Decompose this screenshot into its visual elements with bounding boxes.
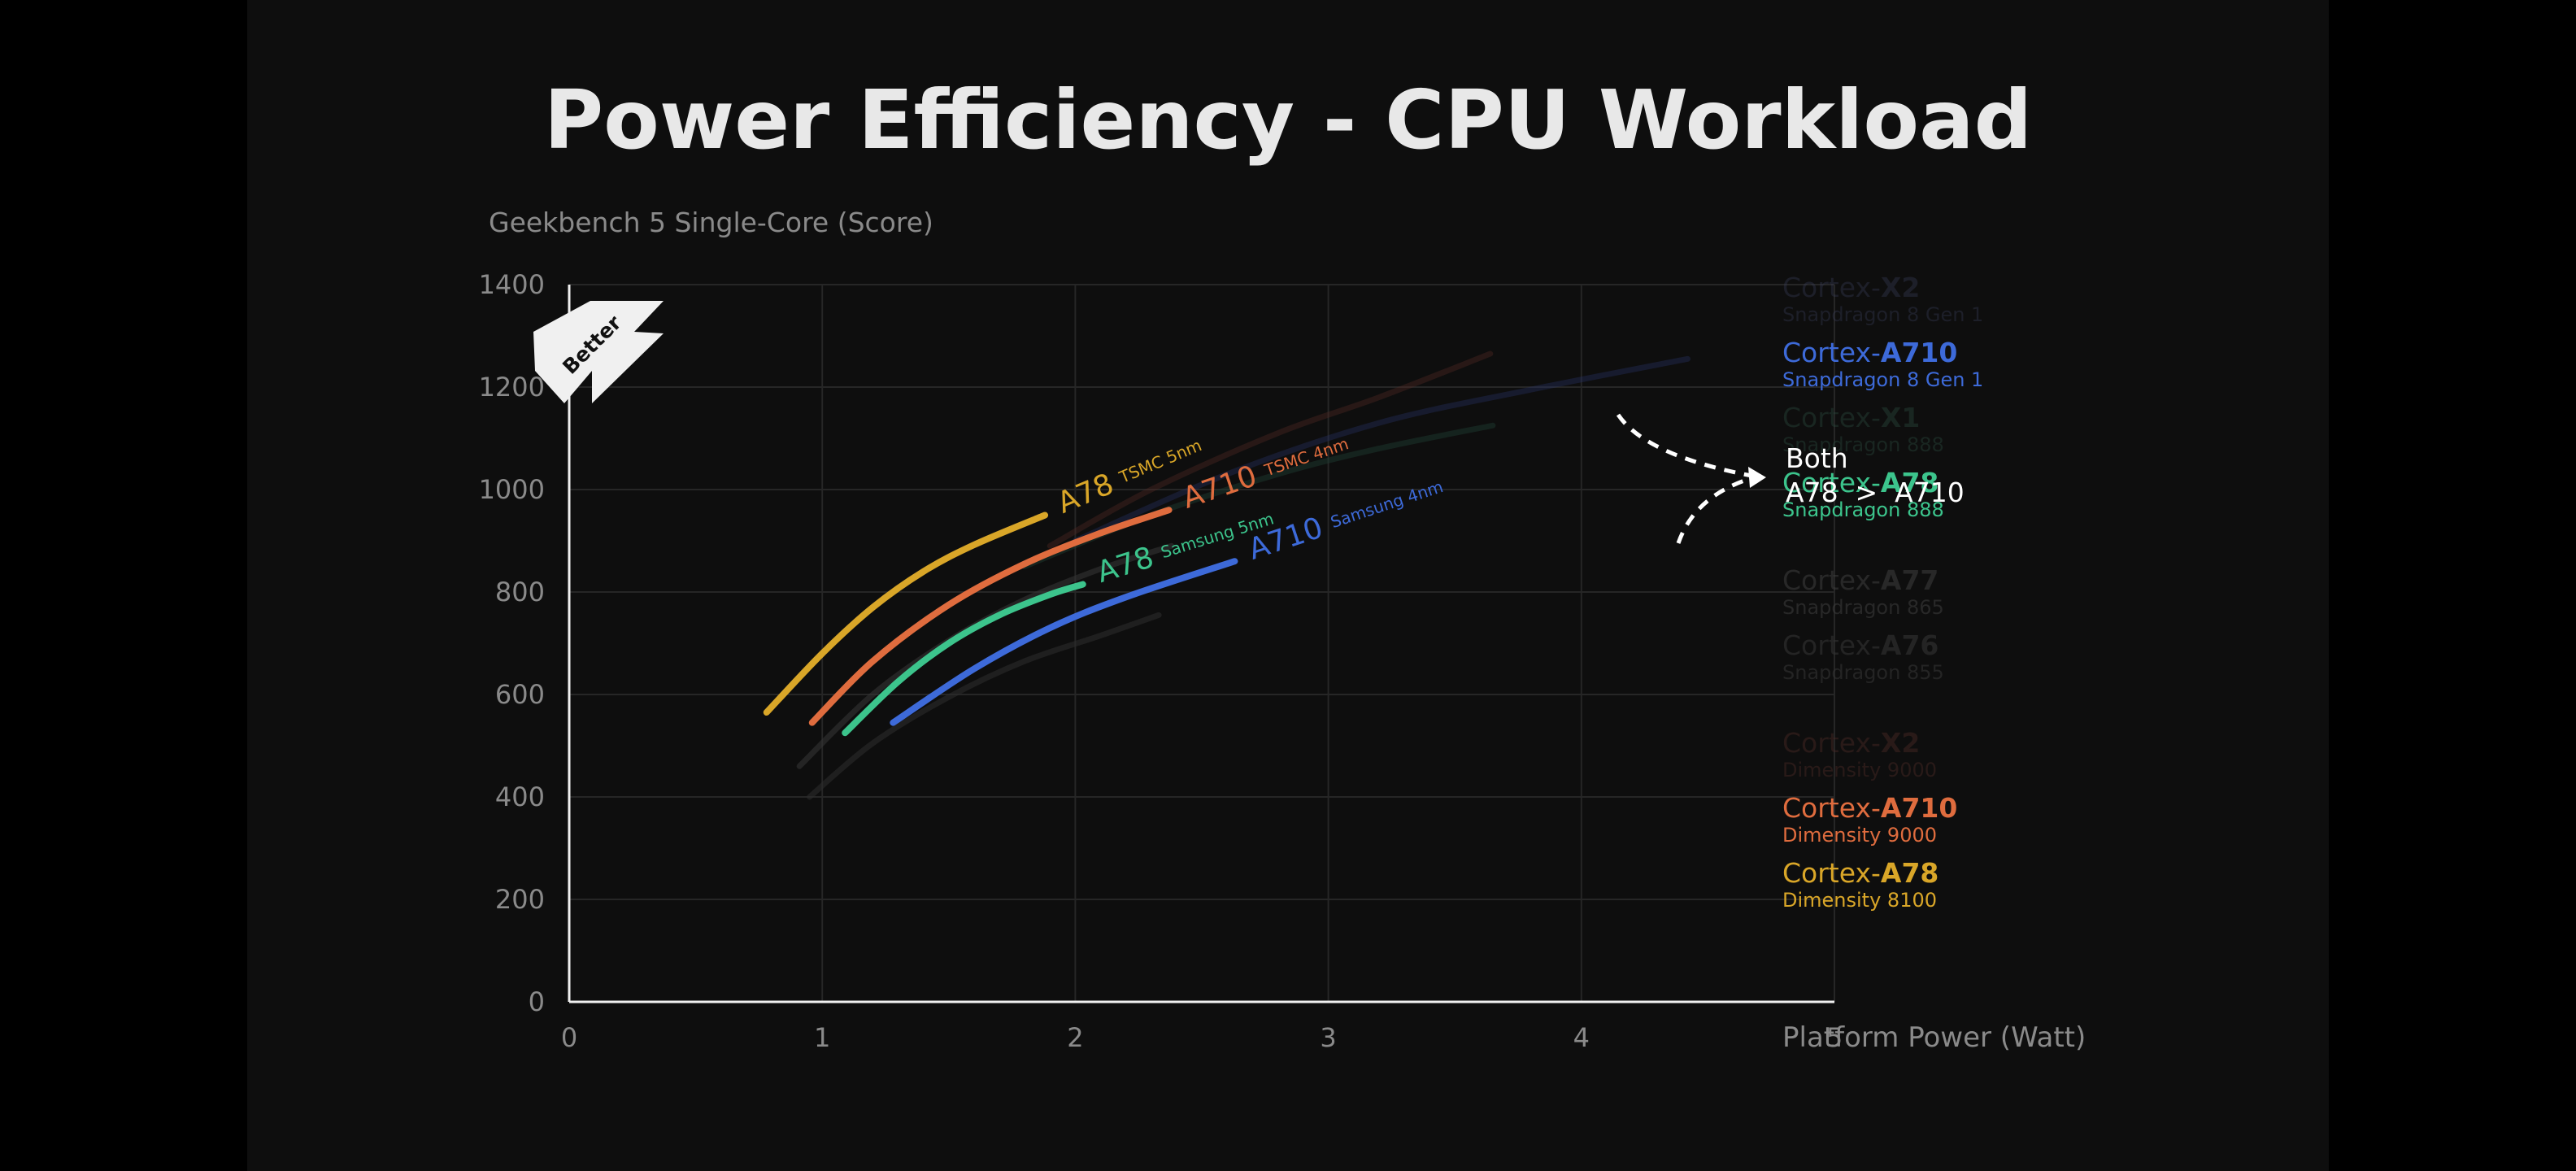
legend-item-name: Cortex-X2 (1782, 727, 1920, 759)
x-tick-label: 3 (1320, 1022, 1336, 1053)
better-badge-shape (533, 301, 664, 403)
y-tick-label: 400 (495, 781, 545, 812)
y-tick-label: 0 (529, 986, 545, 1017)
legend-item-name: Cortex-A76 (1782, 629, 1939, 661)
legend-item-soc: Snapdragon 855 (1782, 661, 1944, 684)
legend-item-name: Cortex-A77 (1782, 564, 1939, 596)
x-tick-label: 0 (561, 1022, 577, 1053)
legend-item-prefix: Cortex- (1782, 564, 1881, 596)
better-badge: Better (533, 301, 664, 403)
legend-item-core: A710 (1881, 792, 1957, 824)
series-lines (763, 350, 1690, 800)
legend-item-prefix: Cortex- (1782, 467, 1881, 498)
legend-item-soc: Dimensity 9000 (1782, 824, 1937, 847)
annotation-line1: Both (1786, 442, 1848, 474)
y-tick-label: 1200 (479, 372, 545, 403)
slide: 0 1 2 3 4 5 0 200 400 600 800 1000 1200 1400 A78 TSMC … (247, 0, 2329, 1171)
legend-item-prefix: Cortex- (1782, 337, 1881, 368)
series-line-a78 (763, 511, 1049, 716)
legend-item-soc: Snapdragon 888 (1782, 498, 1944, 521)
legend-item-soc: Snapdragon 8 Gen 1 (1782, 368, 1983, 391)
series-label-process: Samsung 4nm (1328, 477, 1445, 532)
legend-item-prefix: Cortex- (1782, 629, 1881, 661)
legend-item-core: A77 (1881, 564, 1939, 596)
series-label-name: A78 (1093, 541, 1157, 590)
legend-item-core: X2 (1881, 272, 1920, 303)
y-tick-label: 1000 (479, 474, 545, 505)
legend-item-core: A78 (1881, 467, 1939, 498)
legend-item-soc: Snapdragon 888 (1782, 433, 1944, 456)
x-tick-label: 1 (814, 1022, 830, 1053)
legend-item-name: Cortex-X1 (1782, 402, 1920, 433)
legend-item-prefix: Cortex- (1782, 272, 1881, 303)
legend-item-name: Cortex-A710 (1782, 337, 1957, 368)
y-axis-label: Geekbench 5 Single-Core (Score) (489, 207, 933, 238)
legend-item-core: X2 (1881, 727, 1920, 759)
annotation-arrow-lower (1676, 476, 1752, 544)
legend-item-core: A76 (1881, 629, 1939, 661)
grid (569, 284, 1835, 1002)
legend-item-soc: Snapdragon 8 Gen 1 (1782, 303, 1983, 326)
annotation-arrow-upper (1616, 413, 1752, 478)
x-tick-label: 2 (1067, 1022, 1083, 1053)
legend-item-name: Cortex-A78 (1782, 467, 1939, 498)
legend-item-soc: Dimensity 9000 (1782, 759, 1937, 781)
legend-item-core: A710 (1881, 337, 1957, 368)
annotation: Both (1616, 413, 1848, 544)
series-line-x2 (1072, 355, 1690, 544)
y-tick-label: 200 (495, 884, 545, 915)
series-line-a710 (890, 558, 1238, 726)
y-tick-label: 800 (495, 577, 545, 607)
legend-item-name: Cortex-X2 (1782, 272, 1920, 303)
legend-item-soc: Snapdragon 865 (1782, 596, 1944, 619)
chart-title: Power Efficiency - CPU Workload (544, 72, 2032, 168)
series-line-a76 (807, 612, 1162, 800)
legend-item-prefix: Cortex- (1782, 402, 1881, 433)
y-tick-label: 600 (495, 679, 545, 710)
legend-item-prefix: Cortex- (1782, 857, 1881, 889)
x-axis-label: Platform Power (Watt) (1782, 1021, 2086, 1054)
legend-item-core: X1 (1881, 402, 1920, 433)
legend-item-core: A78 (1881, 857, 1939, 889)
legend-item-name: Cortex-A710 (1782, 792, 1957, 824)
series-line-a710 (808, 507, 1173, 726)
legend-item-prefix: Cortex- (1782, 727, 1881, 759)
axes: 0 1 2 3 4 5 0 200 400 600 800 1000 1200 1400 (479, 269, 1843, 1053)
legend-item-prefix: Cortex- (1782, 792, 1881, 824)
annotation-line2: A78 > A710 (1786, 477, 1965, 508)
x-tick-label: 5 (1826, 1022, 1843, 1053)
legend-item-name: Cortex-A78 (1782, 857, 1939, 889)
y-tick-label: 1400 (479, 269, 545, 300)
legend-item-soc: Dimensity 8100 (1782, 889, 1937, 912)
series-line-a78 (842, 581, 1086, 737)
annotation-arrowhead (1748, 467, 1766, 488)
x-tick-label: 4 (1573, 1022, 1590, 1053)
series-line-x2 (1046, 350, 1494, 549)
